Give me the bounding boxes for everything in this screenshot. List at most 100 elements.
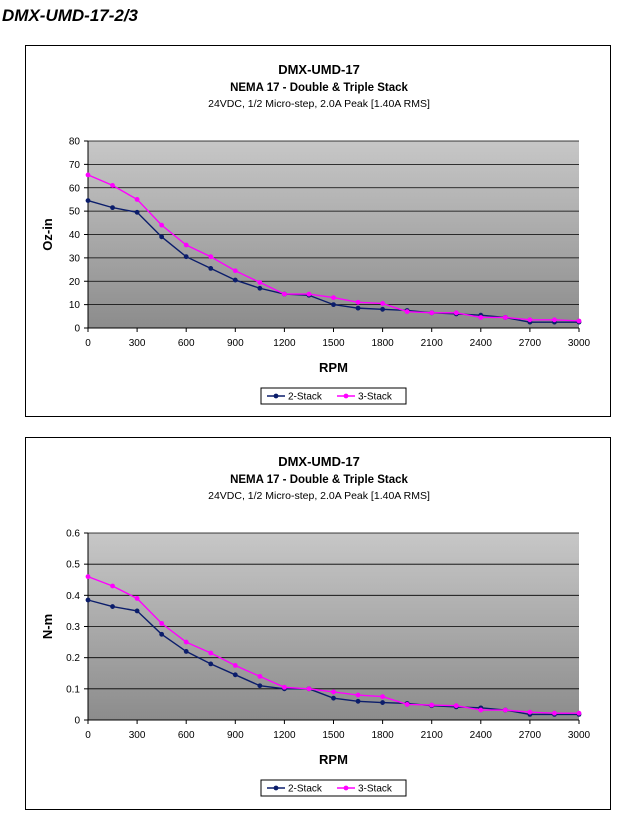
y-tick-label: 40 [69, 230, 81, 241]
data-point-2-stack [183, 649, 189, 654]
data-point-3-stack [576, 318, 582, 324]
data-point-3-stack [478, 315, 484, 320]
x-tick-label: 2100 [421, 338, 444, 349]
chart-subtitle: NEMA 17 - Double & Triple Stack [230, 474, 408, 486]
y-tick-label: 70 [69, 160, 81, 171]
data-point-2-stack [110, 604, 115, 609]
x-tick-label: 1500 [322, 338, 345, 349]
data-point-3-stack [85, 172, 91, 178]
x-tick-label: 600 [178, 730, 195, 741]
chart-n-m-svg: DMX-UMD-17 NEMA 17 - Double & Triple Stac… [40, 454, 591, 797]
x-tick-label: 900 [227, 730, 244, 741]
data-point-2-stack [183, 254, 189, 260]
x-tick-label: 2700 [519, 730, 542, 741]
data-point-2-stack [85, 198, 91, 204]
x-tick-label: 1200 [273, 730, 296, 741]
data-point-3-stack [429, 702, 435, 708]
data-point-3-stack [380, 301, 385, 306]
y-tick-label: 0.2 [66, 653, 80, 664]
x-tick-label: 3000 [568, 338, 591, 349]
data-point-3-stack [502, 315, 508, 320]
data-point-2-stack [208, 265, 214, 271]
data-point-2-stack [159, 234, 165, 240]
y-tick-label: 60 [69, 183, 81, 194]
y-tick-label: 10 [69, 300, 81, 311]
y-tick-label: 20 [69, 277, 81, 288]
legend-swatch-marker [273, 785, 279, 791]
data-point-2-stack [380, 700, 385, 705]
data-point-3-stack [208, 650, 214, 656]
data-point-3-stack [134, 596, 140, 601]
data-point-2-stack [159, 631, 165, 637]
legend-label: 3-Stack [358, 392, 393, 403]
chart-subtitle: NEMA 17 - Double & Triple Stack [230, 82, 408, 94]
data-point-3-stack [331, 295, 336, 301]
x-tick-label: 2100 [421, 730, 444, 741]
chart-title: DMX-UMD-17 [278, 62, 360, 77]
x-tick-label: 300 [129, 730, 146, 741]
data-point-3-stack [404, 702, 410, 707]
data-point-3-stack [331, 689, 336, 695]
x-tick-label: 2400 [470, 730, 493, 741]
data-point-3-stack [257, 673, 263, 679]
x-tick-label: 600 [178, 338, 195, 349]
data-point-3-stack [306, 686, 312, 692]
data-point-3-stack [429, 310, 435, 316]
data-point-2-stack [355, 305, 361, 311]
data-point-3-stack [355, 299, 361, 305]
data-point-3-stack [453, 703, 459, 709]
legend-swatch-marker [343, 785, 349, 791]
x-tick-label: 3000 [568, 730, 591, 741]
data-point-3-stack [134, 197, 140, 202]
data-point-3-stack [282, 684, 287, 690]
x-tick-label: 1800 [371, 338, 394, 349]
x-tick-label: 1500 [322, 730, 345, 741]
data-point-2-stack [257, 683, 263, 689]
data-point-2-stack [110, 205, 115, 211]
x-tick-label: 300 [129, 338, 146, 349]
data-point-2-stack [355, 698, 361, 704]
legend-label: 3-Stack [358, 784, 393, 795]
x-tick-label: 900 [227, 338, 244, 349]
y-tick-label: 0 [74, 716, 80, 727]
x-tick-label: 1200 [273, 338, 296, 349]
data-point-3-stack [85, 574, 91, 580]
x-tick-label: 1800 [371, 730, 394, 741]
data-point-2-stack [232, 672, 238, 678]
y-tick-label: 30 [69, 253, 81, 264]
y-tick-label: 0.5 [66, 560, 80, 571]
data-point-3-stack [306, 291, 312, 297]
data-point-3-stack [404, 309, 410, 315]
data-point-3-stack [110, 183, 115, 188]
data-point-3-stack [478, 707, 484, 713]
x-tick-label: 0 [85, 730, 91, 741]
data-point-3-stack [183, 639, 189, 645]
data-point-3-stack [527, 709, 533, 715]
x-tick-label: 2400 [470, 338, 493, 349]
data-point-2-stack [331, 695, 336, 701]
legend-box [260, 779, 407, 797]
y-tick-label: 0.1 [66, 684, 80, 695]
data-point-3-stack [208, 254, 214, 260]
data-point-3-stack [552, 317, 557, 323]
x-axis-label: RPM [319, 752, 348, 767]
data-point-2-stack [380, 306, 385, 312]
data-point-2-stack [257, 285, 263, 291]
y-tick-label: 0.6 [66, 529, 80, 540]
chart-oz-in-svg: DMX-UMD-17 NEMA 17 - Double & Triple Stac… [40, 62, 591, 405]
data-point-3-stack [183, 242, 189, 248]
data-point-3-stack [282, 291, 287, 297]
chart-title: DMX-UMD-17 [278, 454, 360, 469]
data-point-3-stack [552, 710, 557, 716]
data-point-3-stack [232, 268, 238, 274]
y-tick-label: 0.3 [66, 622, 80, 633]
data-point-2-stack [208, 661, 214, 667]
data-point-3-stack [527, 317, 533, 323]
data-point-3-stack [232, 663, 238, 668]
y-tick-label: 0 [74, 324, 80, 335]
data-point-2-stack [134, 608, 140, 614]
data-point-3-stack [453, 310, 459, 316]
x-tick-label: 0 [85, 338, 91, 349]
data-point-3-stack [502, 707, 508, 713]
y-tick-label: 80 [69, 137, 81, 148]
